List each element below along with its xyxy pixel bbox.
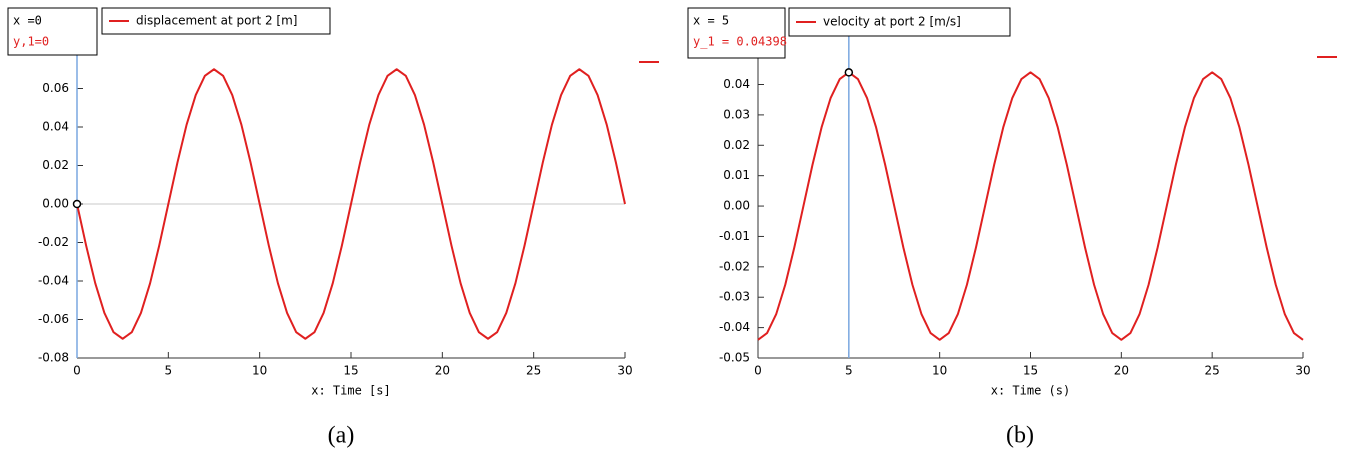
x-tick-label: 25 [526,364,541,378]
y-tick-label: -0.04 [38,274,69,288]
cursor-box [7,7,98,56]
y-tick-label: -0.02 [38,235,69,249]
x-tick-label: 15 [1023,364,1038,378]
x-tick-label: 0 [754,364,762,378]
y-tick-label: 0.04 [42,120,69,134]
cursor-y-text: y,1=0 [13,35,49,49]
x-axis-label: x: Time [s] [311,384,390,398]
y-tick-label: 0.01 [723,168,750,182]
cursor-point [844,68,854,77]
legend-box [101,7,331,35]
y-tick-label: 0.06 [42,81,69,95]
y-tick-label: -0.03 [719,290,750,304]
cursor-y-text: y_1 = 0.04398 [693,35,787,49]
x-tick-label: 30 [617,364,632,378]
y-tick-label: 0.00 [723,199,750,213]
y-tick-label: -0.05 [719,351,750,365]
x-tick-label: 20 [435,364,450,378]
cursor-point [72,199,82,209]
plot-area [758,45,1303,358]
x-tick-label: 20 [1114,364,1129,378]
series-line [76,68,626,340]
x-tick-label: 30 [1295,364,1310,378]
y-tick-label: 0.02 [723,138,750,152]
x-tick-label: 5 [165,364,173,378]
x-axis-label: x: Time (s) [991,384,1070,398]
y-tick-label: -0.02 [719,259,750,273]
y-tick-label: -0.06 [38,312,69,326]
y-tick-label: -0.04 [719,320,750,334]
x-tick-label: 10 [252,364,267,378]
y-tick-label: 0.02 [42,158,69,172]
legend-label: velocity at port 2 [m/s] [823,15,961,29]
caption: (b) [1006,423,1034,449]
cursor-box [687,7,786,59]
y-tick-label: 0.04 [723,77,750,91]
cursor-x-text: x = 5 [693,14,729,28]
x-tick-label: 25 [1205,364,1220,378]
cursor-x-text: x =0 [13,14,42,28]
x-tick-label: 15 [343,364,358,378]
caption: (a) [328,423,355,449]
legend-label: displacement at port 2 [m] [136,14,297,28]
x-tick-label: 0 [73,364,81,378]
y-tick-label: 0.03 [723,107,750,121]
x-tick-label: 5 [845,364,853,378]
legend-box [788,7,1011,37]
x-tick-label: 10 [932,364,947,378]
y-tick-label: -0.08 [38,351,69,365]
y-tick-label: -0.01 [719,229,750,243]
y-tick-label: 0.00 [42,197,69,211]
